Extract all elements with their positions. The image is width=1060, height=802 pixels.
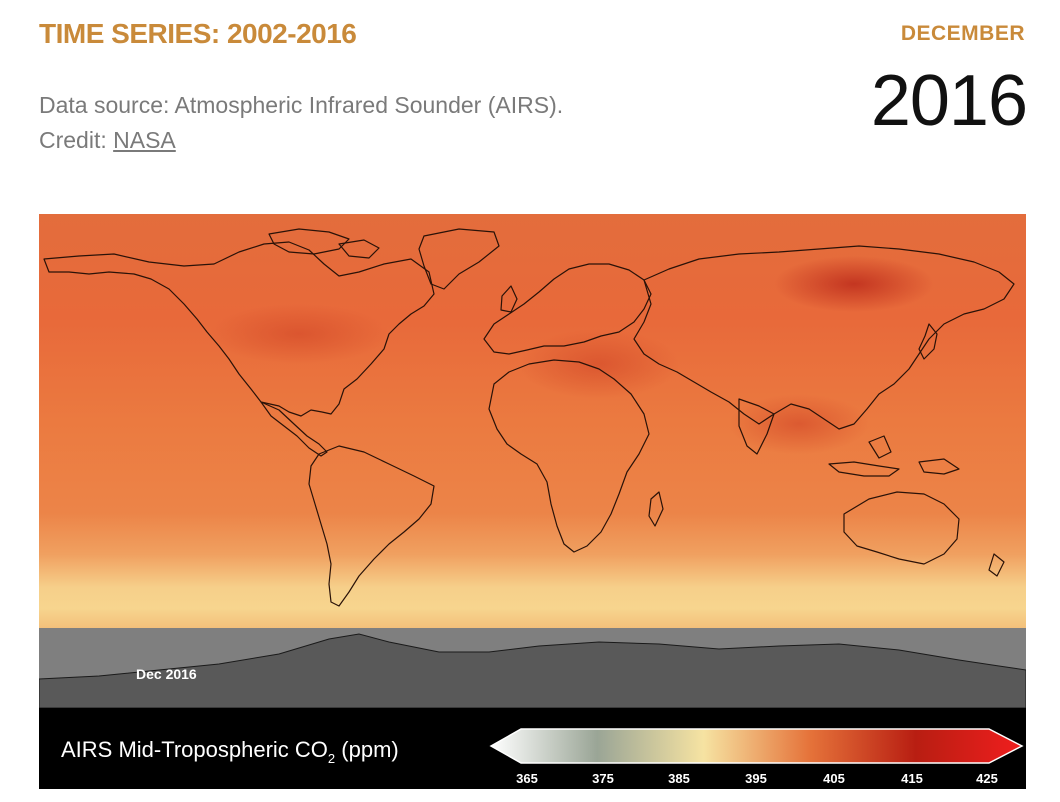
credit-line: Credit: NASA (39, 123, 563, 158)
legend-subscript: 2 (328, 751, 335, 766)
date-stamp: Dec 2016 (136, 666, 197, 682)
page-title: TIME SERIES: 2002-2016 (39, 18, 357, 49)
uk-outline (500, 285, 518, 313)
scale-ticks: 365 375 385 395 405 415 425 (516, 771, 998, 786)
central-america-outline (260, 401, 328, 457)
north-america-outline (43, 241, 435, 417)
co2-map-frame: Dec 2016 AIRS Mid-Tropospheric CO2 (ppm)… (39, 214, 1026, 789)
europe-outline (483, 263, 652, 355)
legend-title: AIRS Mid-Tropospheric CO2 (ppm) (61, 737, 399, 766)
legend-unit: (ppm) (335, 737, 399, 762)
antarctica-landmass (39, 633, 1026, 709)
arctic-islands-outline (338, 239, 380, 259)
data-source: Data source: Atmospheric Infrared Sounde… (39, 88, 563, 158)
color-scale (489, 728, 1024, 764)
year-label: 2016 (870, 61, 1028, 141)
source-text: Data source: Atmospheric Infrared Sounde… (39, 92, 564, 118)
australia-outline (843, 491, 960, 565)
scale-tick: 375 (592, 771, 614, 786)
madagascar-outline (648, 491, 664, 527)
scale-tick: 385 (668, 771, 690, 786)
arctic-islands-outline (268, 228, 350, 255)
coastlines (43, 228, 1015, 607)
high-co2-region (209, 304, 389, 364)
credit-label: Credit: (39, 127, 114, 153)
scale-tick: 405 (823, 771, 845, 786)
greenland-outline (418, 228, 500, 290)
asia-outline (633, 245, 1015, 430)
indonesia-outline (828, 461, 900, 477)
indonesia-outline (868, 435, 892, 459)
scale-tick: 395 (745, 771, 767, 786)
legend-title-main: AIRS Mid-Tropospheric CO (61, 737, 328, 762)
credit-link[interactable]: NASA (113, 127, 176, 153)
co2-map: Dec 2016 AIRS Mid-Tropospheric CO2 (ppm)… (39, 214, 1026, 789)
high-co2-region (519, 329, 679, 399)
new-guinea-outline (918, 458, 960, 475)
india-outline (738, 398, 775, 455)
month-label: DECEMBER (900, 22, 1025, 45)
scale-tick: 415 (901, 771, 923, 786)
africa-outline (488, 359, 650, 553)
scale-tick: 425 (976, 771, 998, 786)
scale-tick: 365 (516, 771, 538, 786)
high-co2-region (774, 256, 934, 312)
japan-outline (918, 323, 938, 360)
new-zealand-outline (988, 553, 1005, 577)
south-america-outline (308, 445, 435, 607)
